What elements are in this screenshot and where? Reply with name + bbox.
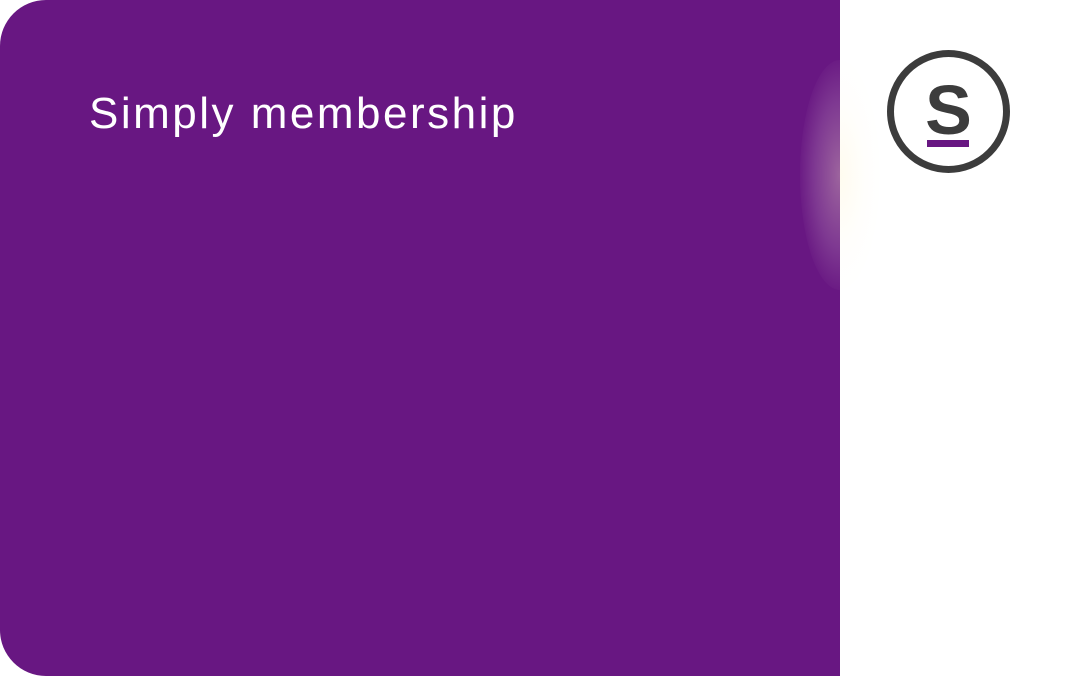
brand-s-logo-icon: S [887,50,1010,173]
brand-logo: S [886,49,1011,174]
logo-letter: S [925,71,972,149]
logo-ring [887,50,1010,173]
card-title: Simply membership [89,89,518,138]
membership-card-panel: Simply membership [0,0,840,676]
logo-underline [927,140,969,147]
